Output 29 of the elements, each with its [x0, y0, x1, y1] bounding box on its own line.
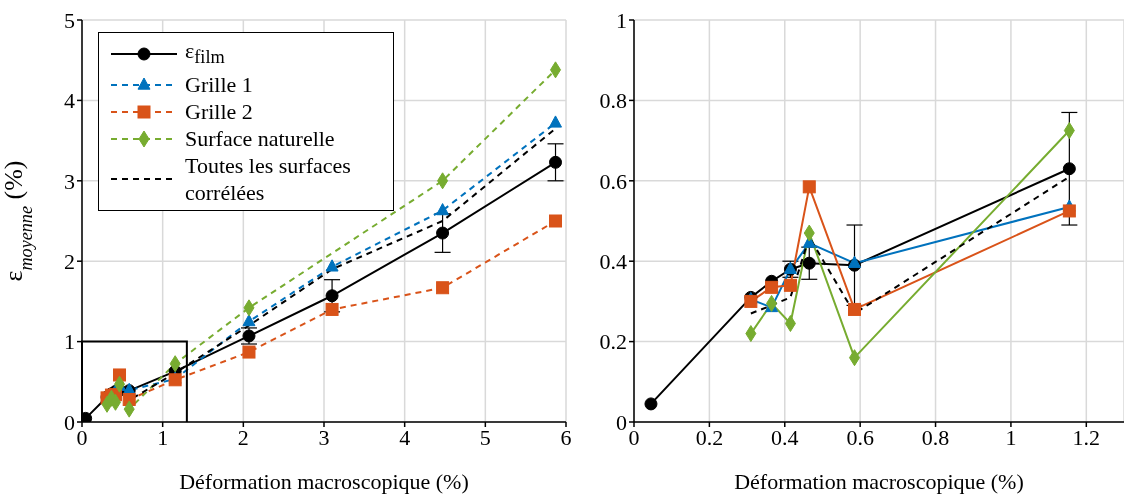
- x-axis-title: Déformation macroscopique (%): [179, 469, 469, 494]
- x-tick-label: 0.8: [921, 424, 950, 450]
- legend-label: ε$_{film}$: [185, 37, 226, 70]
- legend-label: Toutes les surfaces corrélées: [185, 152, 352, 207]
- y-tick-label: 2: [64, 249, 75, 275]
- y-tick-label: 0.6: [599, 168, 627, 194]
- legend-label: Grille 2: [185, 98, 254, 126]
- x-tick-label: 1: [157, 424, 169, 450]
- x-tick-label: 6: [560, 424, 572, 450]
- x-tick-label: 4: [399, 424, 411, 450]
- x-tick-label: 1: [1005, 424, 1017, 450]
- x-tick-label: 1.2: [1072, 424, 1101, 450]
- y-tick-label: 5: [64, 7, 75, 33]
- x-tick-label: 5: [479, 424, 491, 450]
- legend-label: Surface naturelle: [185, 125, 336, 153]
- x-tick-label: 3: [318, 424, 330, 450]
- x-tick-label: 0.2: [695, 424, 724, 450]
- x-tick-label: 2: [237, 424, 249, 450]
- y-tick-label: 1: [64, 329, 75, 355]
- y-tick-label: 1: [616, 7, 627, 33]
- y-tick-label: 0.8: [599, 88, 627, 114]
- y-tick-label: 3: [64, 168, 75, 194]
- x-axis-title: Déformation macroscopique (%): [734, 469, 1024, 494]
- y-tick-label: 4: [64, 88, 75, 114]
- x-tick-label: 0.6: [846, 424, 874, 450]
- y-tick-label: 0.2: [599, 329, 627, 355]
- legend-label: Grille 1: [185, 71, 254, 99]
- x-tick-label: 0.4: [771, 424, 799, 450]
- y-tick-label: 0.4: [599, 249, 627, 275]
